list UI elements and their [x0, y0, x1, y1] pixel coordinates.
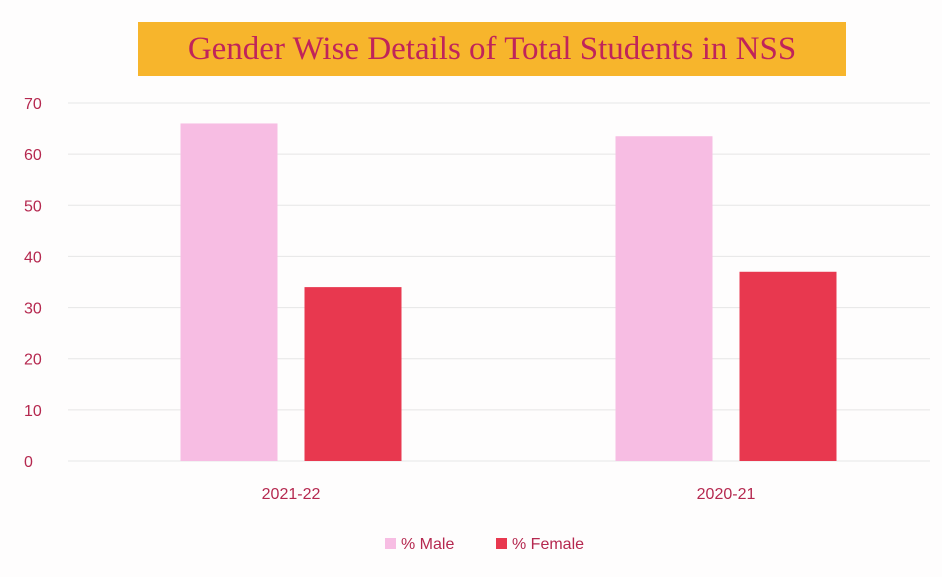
x-category-label: 2021-22 — [262, 486, 321, 503]
y-tick-label: 10 — [24, 403, 42, 420]
legend-label-male: % Male — [401, 536, 454, 553]
y-tick-label: 0 — [24, 454, 33, 471]
legend-label-female: % Female — [512, 536, 584, 553]
bar-male — [615, 136, 713, 461]
y-tick-label: 50 — [24, 198, 42, 215]
x-category-label: 2020-21 — [697, 486, 756, 503]
chart-title: Gender Wise Details of Total Students in… — [187, 30, 797, 67]
y-tick-label: 60 — [24, 147, 42, 164]
y-tick-label: 30 — [24, 301, 42, 318]
y-tick-label: 20 — [24, 352, 42, 369]
bar-male — [180, 123, 278, 461]
chart-title-box: Gender Wise Details of Total Students in… — [138, 22, 846, 76]
y-tick-label: 40 — [24, 249, 42, 266]
legend-swatch-female — [496, 538, 507, 549]
bar-female — [739, 271, 837, 461]
bar-female — [304, 287, 402, 461]
legend-swatch-male — [385, 538, 396, 549]
y-tick-label: 70 — [24, 96, 42, 113]
